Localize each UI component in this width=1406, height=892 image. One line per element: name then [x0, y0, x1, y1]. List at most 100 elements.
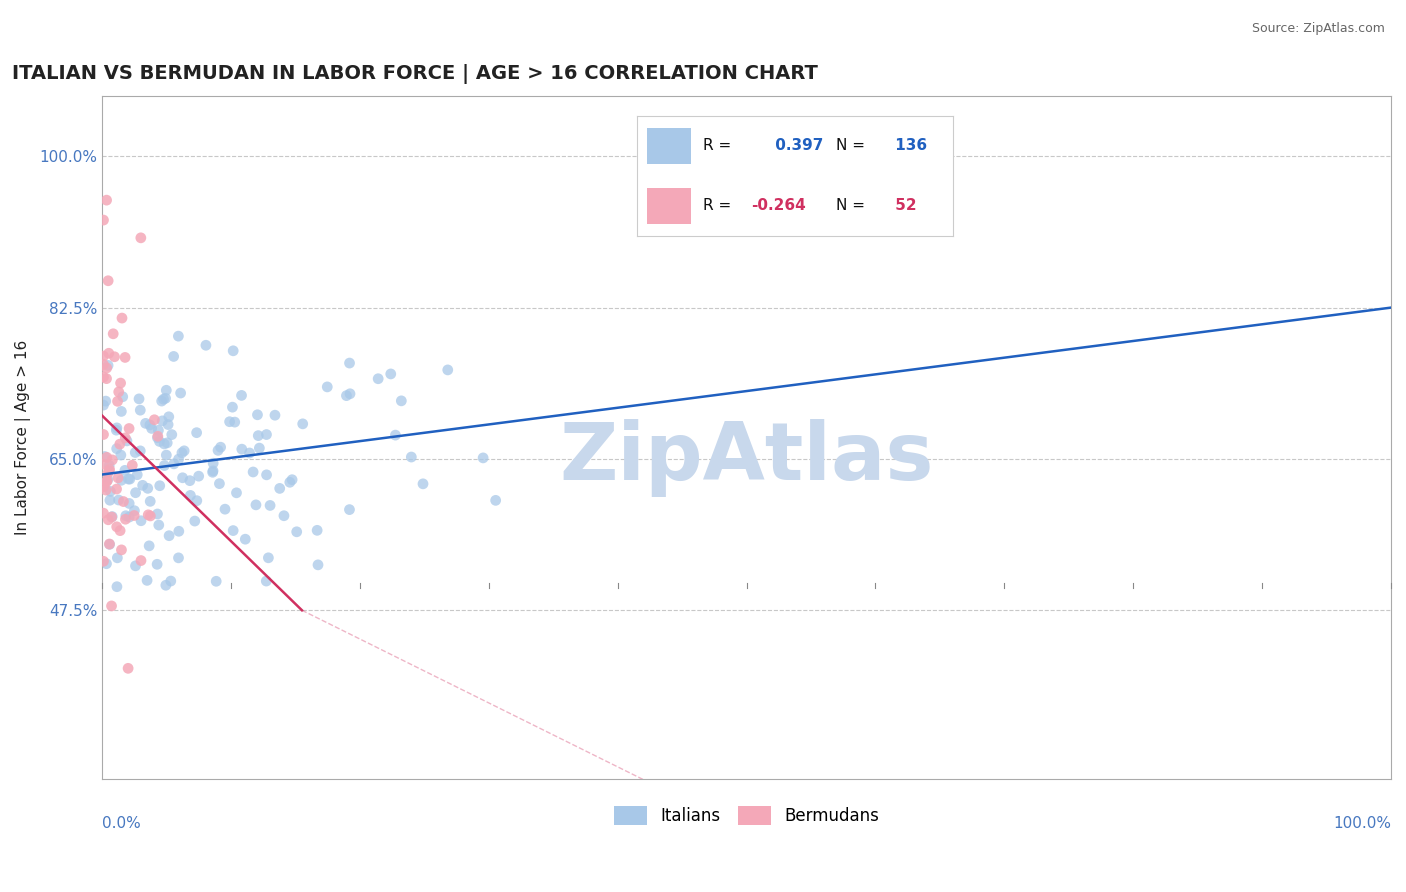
Point: [114, 351, 136, 365]
Point: [118, 510, 141, 524]
Point: [246, 408, 269, 422]
Point: [101, 453, 124, 467]
Point: [98, 493, 121, 508]
Point: [153, 437, 176, 451]
Point: [157, 529, 180, 543]
Point: [245, 498, 267, 512]
Point: [93, 506, 115, 520]
Point: [115, 434, 138, 448]
Point: [150, 414, 173, 428]
Point: [96, 475, 118, 489]
Point: [256, 467, 278, 482]
Point: [247, 428, 270, 442]
Point: [170, 446, 193, 460]
Point: [179, 488, 201, 502]
Point: [205, 574, 228, 589]
Point: [93, 398, 115, 412]
Point: [110, 542, 132, 557]
Text: ZipAtlas: ZipAtlas: [560, 419, 934, 497]
Point: [105, 550, 128, 565]
Point: [103, 326, 125, 341]
Point: [148, 423, 170, 437]
Point: [146, 431, 169, 445]
Point: [339, 386, 361, 401]
Point: [157, 417, 180, 432]
Point: [127, 467, 149, 482]
Point: [105, 580, 128, 594]
Point: [136, 574, 159, 588]
Point: [97, 467, 120, 481]
Point: [273, 508, 295, 523]
Point: [160, 427, 183, 442]
Point: [485, 493, 508, 508]
Text: Source: ZipAtlas.com: Source: ZipAtlas.com: [1251, 22, 1385, 36]
Point: [179, 474, 201, 488]
Point: [257, 550, 280, 565]
Point: [149, 479, 172, 493]
Point: [307, 524, 329, 538]
Point: [187, 469, 209, 483]
Point: [93, 213, 115, 227]
Point: [269, 482, 291, 496]
Point: [224, 415, 246, 429]
Point: [194, 338, 217, 352]
Point: [231, 442, 253, 457]
Point: [139, 417, 162, 432]
Text: 100.0%: 100.0%: [1333, 816, 1391, 831]
Point: [98, 537, 121, 551]
Point: [107, 493, 129, 508]
Point: [93, 349, 115, 363]
Point: [100, 484, 122, 499]
Point: [98, 537, 121, 551]
Point: [100, 510, 122, 524]
Point: [169, 386, 191, 401]
Point: [111, 390, 134, 404]
Point: [107, 394, 129, 409]
Point: [124, 558, 146, 573]
Point: [110, 376, 132, 390]
Point: [167, 452, 190, 467]
Point: [231, 388, 253, 402]
Point: [105, 520, 128, 534]
Point: [153, 458, 176, 473]
Point: [139, 508, 162, 523]
Point: [159, 574, 181, 588]
Point: [118, 496, 141, 510]
Point: [155, 384, 177, 398]
Point: [96, 360, 118, 375]
Y-axis label: In Labor Force | Age > 16: In Labor Force | Age > 16: [15, 340, 31, 535]
Point: [96, 371, 118, 385]
Point: [259, 499, 281, 513]
Point: [155, 392, 177, 406]
Point: [103, 350, 125, 364]
Point: [209, 440, 232, 454]
Point: [285, 524, 308, 539]
Point: [155, 578, 177, 592]
Point: [225, 485, 247, 500]
Point: [98, 464, 121, 478]
Point: [208, 476, 231, 491]
Point: [111, 311, 134, 326]
Point: [291, 417, 314, 431]
Point: [129, 514, 152, 528]
Point: [118, 421, 141, 435]
Point: [101, 509, 124, 524]
Point: [131, 478, 153, 492]
Point: [156, 435, 179, 450]
Point: [107, 471, 129, 485]
Point: [96, 193, 118, 207]
Point: [97, 346, 120, 360]
Point: [201, 465, 224, 479]
Point: [207, 443, 229, 458]
Point: [389, 393, 412, 408]
Point: [105, 423, 128, 437]
Point: [167, 524, 190, 539]
Point: [97, 472, 120, 486]
Point: [202, 456, 225, 470]
Text: ITALIAN VS BERMUDAN IN LABOR FORCE | AGE > 16 CORRELATION CHART: ITALIAN VS BERMUDAN IN LABOR FORCE | AGE…: [13, 64, 818, 84]
Point: [124, 445, 146, 459]
Point: [93, 427, 115, 442]
Point: [367, 372, 389, 386]
Point: [96, 474, 118, 488]
Point: [114, 431, 136, 445]
